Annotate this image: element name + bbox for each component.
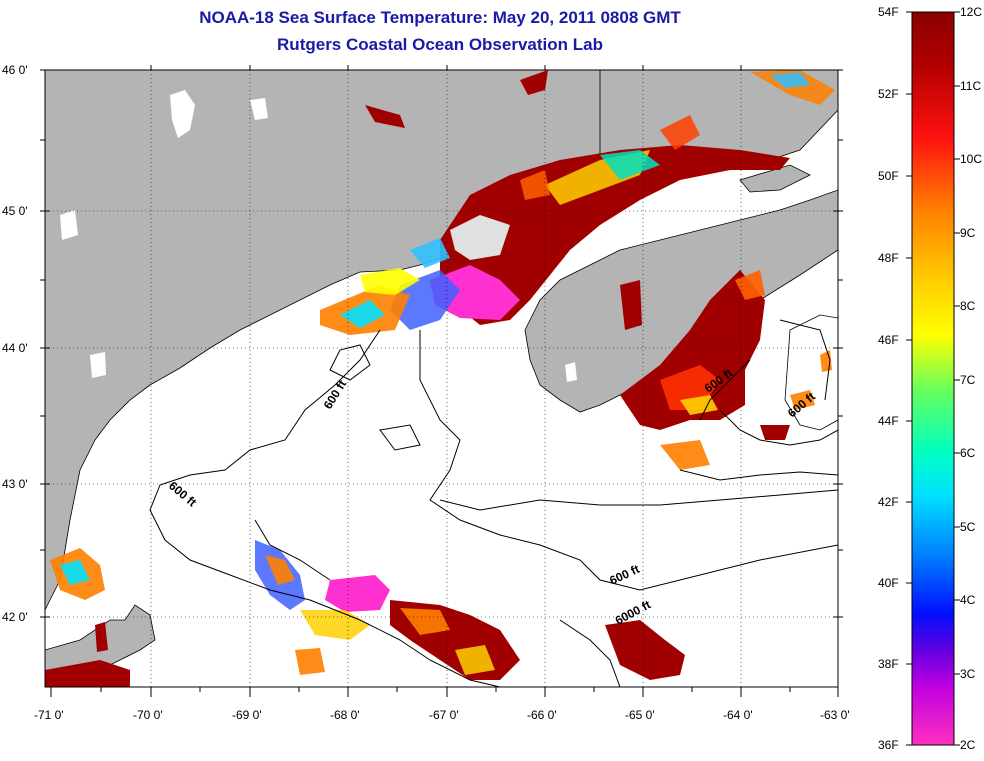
lon-label: -71 0': [34, 708, 64, 722]
lat-label: 45 0': [2, 204, 28, 218]
lat-label: 42 0': [2, 610, 28, 624]
colorbar-ticks: [906, 11, 960, 746]
sst-patches: [45, 70, 835, 687]
colorbar-c-label: 7C: [960, 373, 976, 387]
colorbar-f-label: 44F: [878, 414, 899, 428]
map-frame: [44, 69, 839, 688]
lon-label: -70 0': [133, 708, 163, 722]
colorbar-c-label: 6C: [960, 446, 976, 460]
colorbar-f-label: 42F: [878, 495, 899, 509]
lat-label: 43 0': [2, 477, 28, 491]
colorbar-f-label: 50F: [878, 169, 899, 183]
colorbar-f-label: 38F: [878, 657, 899, 671]
lat-label: 44 0': [2, 341, 28, 355]
colorbar-f-label: 46F: [878, 333, 899, 347]
lon-label: -68 0': [330, 708, 360, 722]
colorbar-c-label: 11C: [960, 79, 981, 93]
lakes: [60, 90, 577, 382]
colorbar-f-label: 36F: [878, 738, 899, 752]
colorbar-c-label: 12C: [960, 5, 982, 19]
lat-label: 46 0': [2, 63, 28, 77]
lon-label: -65 0': [625, 708, 655, 722]
lon-label: -66 0': [527, 708, 557, 722]
graticule: [45, 70, 838, 687]
colorbar-c-label: 2C: [960, 738, 976, 752]
colorbar-c-label: 10C: [960, 152, 982, 166]
lon-label: -67 0': [429, 708, 459, 722]
lon-label: -69 0': [232, 708, 262, 722]
map-subtitle: Rutgers Coastal Ocean Observation Lab: [277, 35, 603, 54]
colorbar-f-label: 40F: [878, 576, 899, 590]
lon-label: -63 0': [820, 708, 850, 722]
colorbar-f-label: 52F: [878, 87, 899, 101]
colorbar-f-label: 54F: [878, 5, 899, 19]
map-title: NOAA-18 Sea Surface Temperature: May 20,…: [199, 8, 681, 27]
colorbar-c-label: 4C: [960, 593, 976, 607]
colorbar-c-label: 5C: [960, 520, 976, 534]
colorbar-c-label: 9C: [960, 226, 976, 240]
colorbar-c-label: 8C: [960, 299, 976, 313]
colorbar: [911, 11, 955, 746]
axis-ticks: [40, 65, 843, 697]
colorbar-f-label: 48F: [878, 251, 899, 265]
colorbar-c-label: 3C: [960, 667, 976, 681]
depth-contours: [149, 319, 838, 687]
lon-label: -64 0': [723, 708, 753, 722]
